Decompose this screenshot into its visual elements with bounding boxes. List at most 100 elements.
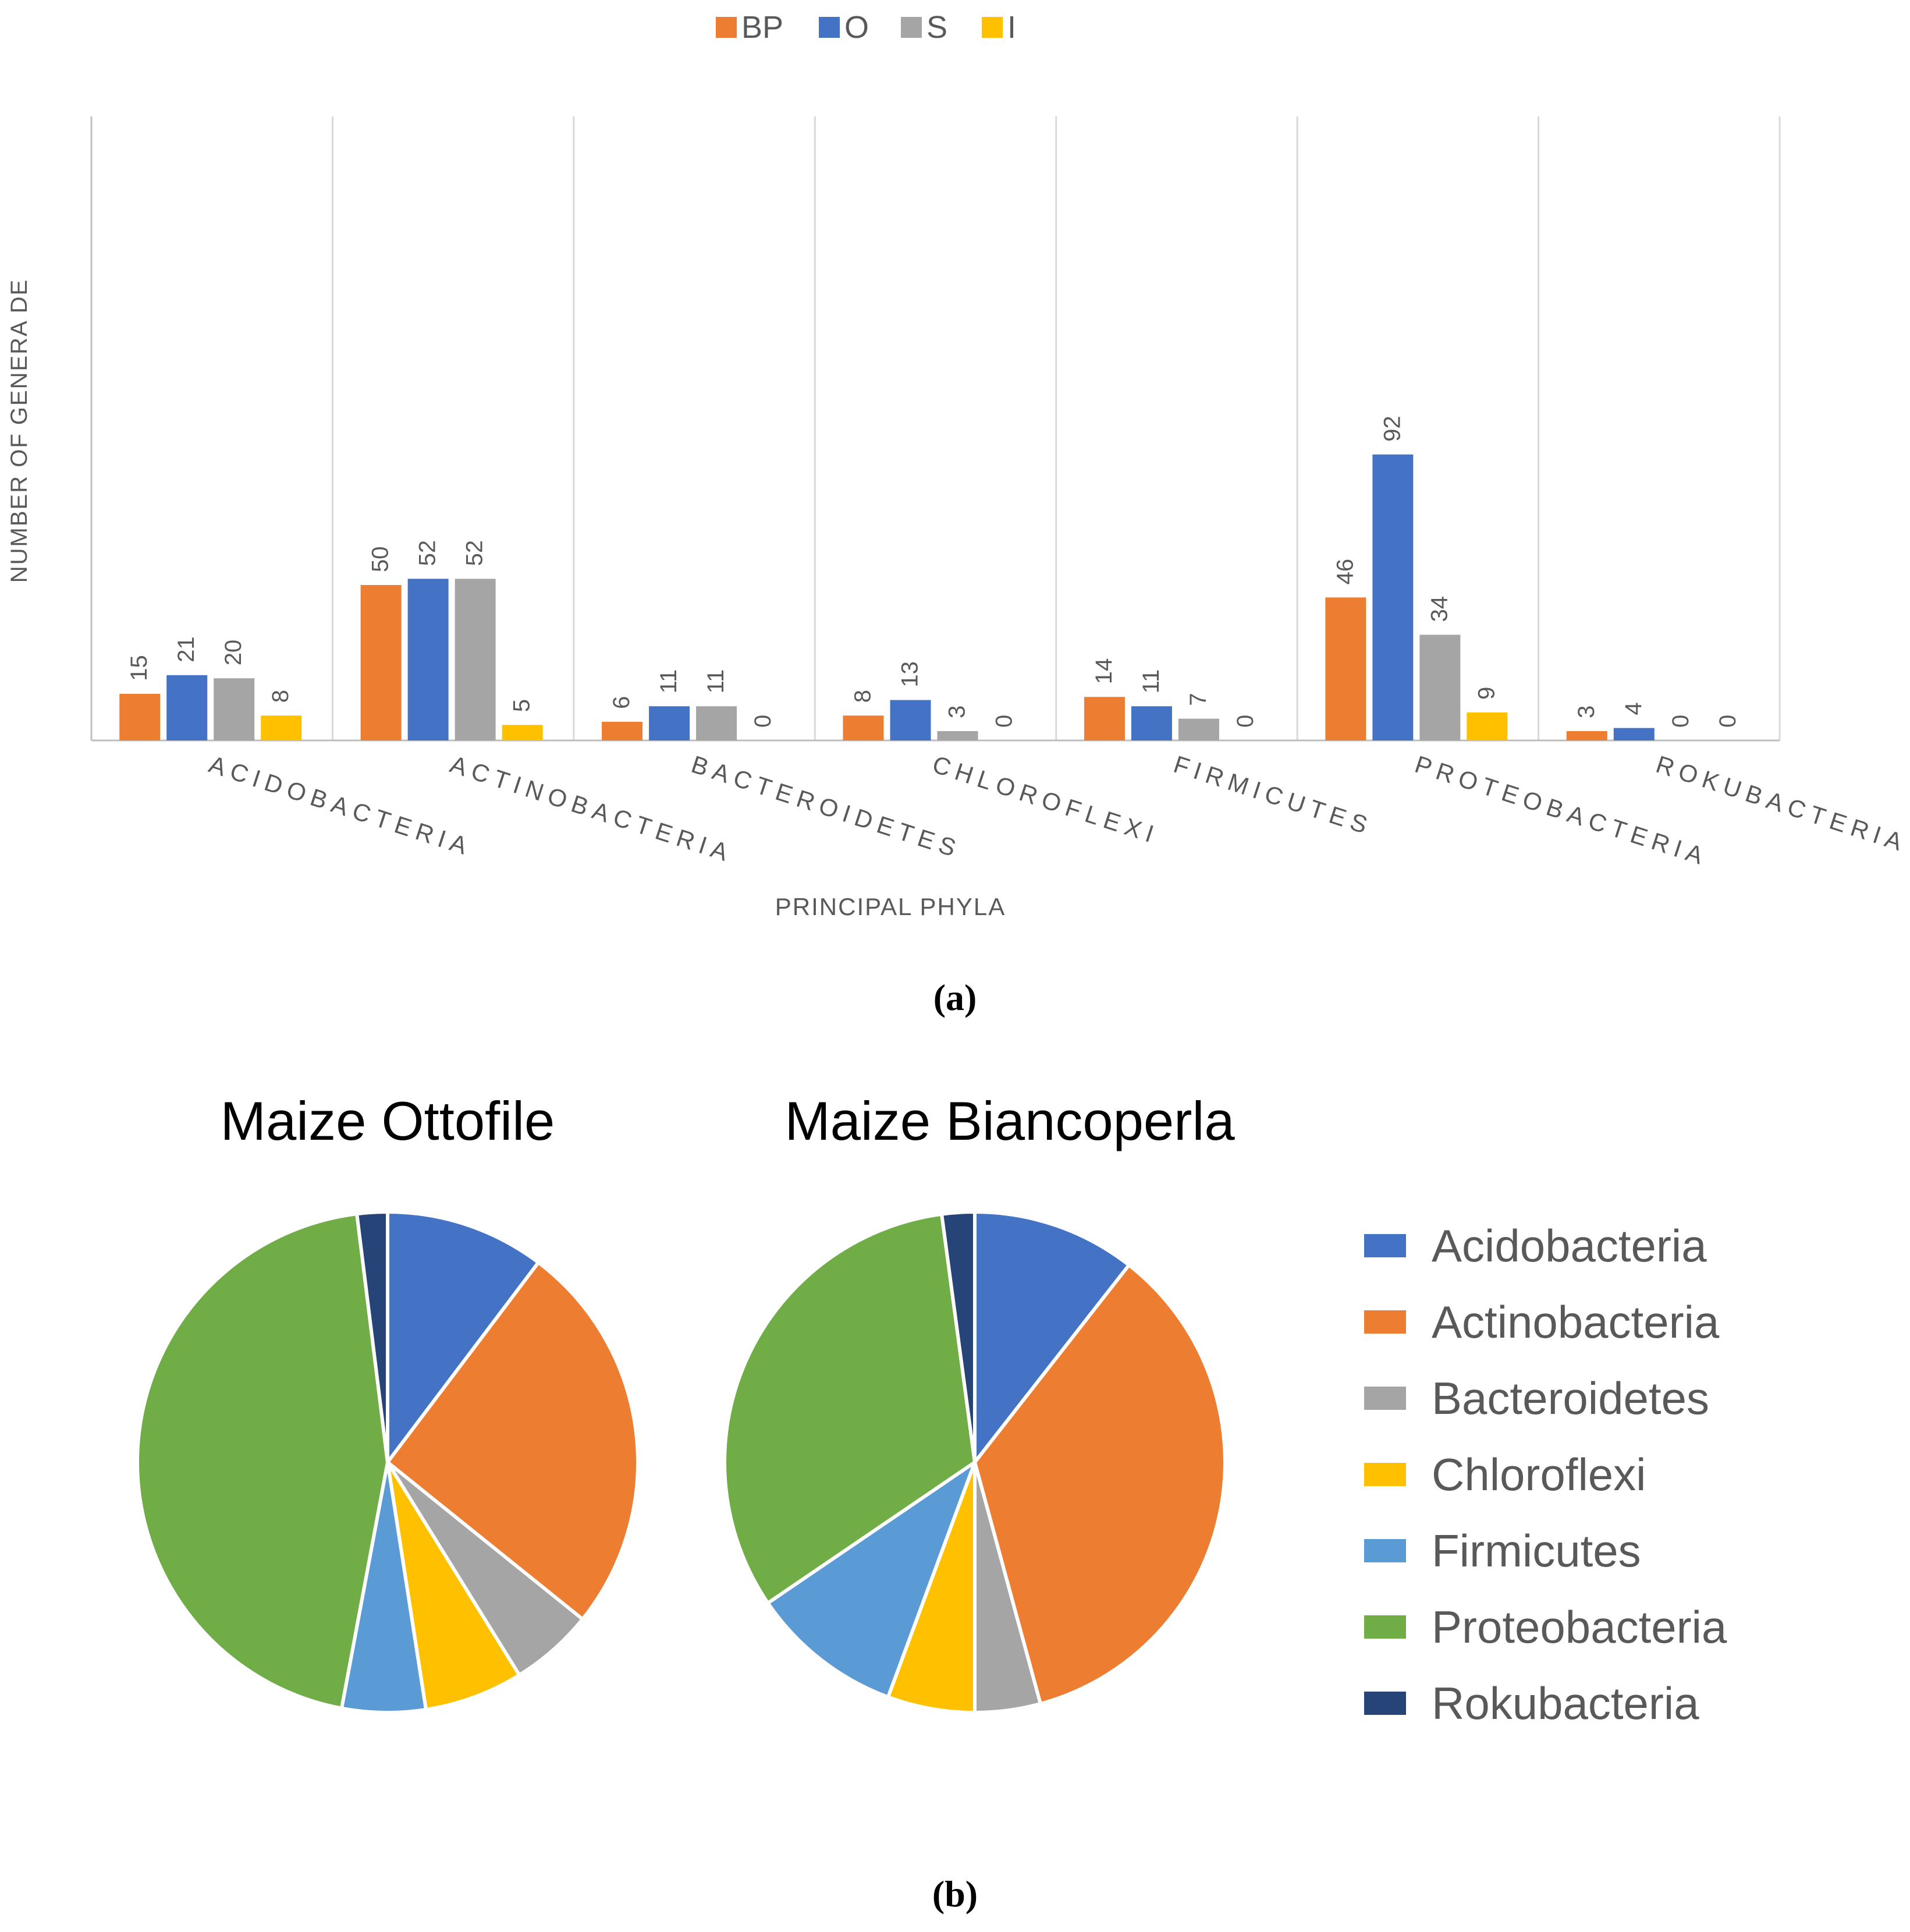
bars xyxy=(119,454,1655,740)
data-label-s-acidobacteria: 20 xyxy=(221,640,246,666)
data-label-s-bacteroidetes: 11 xyxy=(703,669,729,694)
data-label-bp-rokubacteria: 3 xyxy=(1574,706,1599,718)
bar-bp-bacteroidetes xyxy=(602,721,643,740)
pie-legend-swatch-actinobacteria xyxy=(1364,1310,1406,1334)
data-label-i-firmicutes: 0 xyxy=(1233,715,1258,728)
pie-slice-acidobacteria xyxy=(973,1210,1131,1464)
bar-o-firmicutes xyxy=(1131,706,1172,740)
data-label-bp-firmicutes: 14 xyxy=(1091,658,1117,685)
bar-o-proteobacteria xyxy=(1372,454,1414,740)
legend-swatch-s xyxy=(901,17,922,38)
data-label-bp-bacteroidetes: 6 xyxy=(609,696,634,709)
data-label-o-chloroflexi: 13 xyxy=(897,661,923,687)
bar-chart: BP O S I 15 21 20 8 50 52 52 5 6 11 11 0 8 13 3 0 14 11 7 0 46 9… xyxy=(6,10,1910,1018)
pie-slice-proteobacteria xyxy=(722,1212,977,1605)
bar-bp-actinobacteria xyxy=(360,585,402,740)
data-label-i-proteobacteria: 9 xyxy=(1474,687,1499,700)
pie-legend-swatch-rokubacteria xyxy=(1364,1692,1406,1715)
pie-slice-proteobacteria xyxy=(136,1212,389,1710)
legend-swatch-i xyxy=(982,17,1003,38)
category-label-firmicutes: FIRMICUTES xyxy=(1170,750,1376,841)
pie-legend-label-proteobacteria: Proteobacteria xyxy=(1432,1601,1727,1653)
pie-section: Maize Ottofile Maize Biancoperla Acidoba… xyxy=(136,1090,1727,1915)
pie-legend-label-actinobacteria: Actinobacteria xyxy=(1432,1296,1720,1348)
bar-s-proteobacteria xyxy=(1419,634,1461,740)
pie-title-ottofile: Maize Ottofile xyxy=(221,1090,555,1151)
bar-o-bacteroidetes xyxy=(649,706,690,740)
bar-legend: BP O S I xyxy=(716,10,1016,45)
pie-legend: Acidobacteria Actinobacteria Bacteroidetes… xyxy=(1364,1220,1727,1729)
category-label-chloroflexi: CHLOROFLEXI xyxy=(929,750,1163,849)
legend-label-i: I xyxy=(1007,10,1016,45)
data-label-s-proteobacteria: 34 xyxy=(1426,596,1452,622)
pie-legend-swatch-firmicutes xyxy=(1364,1539,1406,1562)
data-label-s-firmicutes: 7 xyxy=(1185,693,1211,706)
data-label-o-bacteroidetes: 11 xyxy=(656,669,681,694)
pie-slice-actinobacteria xyxy=(973,1263,1227,1706)
bar-gridlines xyxy=(331,116,1781,740)
bar-i-acidobacteria xyxy=(261,715,302,740)
data-label-o-rokubacteria: 4 xyxy=(1621,702,1646,715)
pie-slice-rokubacteria xyxy=(355,1210,389,1464)
data-label-bp-actinobacteria: 50 xyxy=(368,547,393,573)
pie-slice-chloroflexi xyxy=(386,1460,521,1711)
data-label-i-acidobacteria: 8 xyxy=(268,690,293,703)
panel-label-b: (b) xyxy=(932,1873,978,1915)
pie-slice-actinobacteria xyxy=(386,1260,640,1621)
data-label-bp-chloroflexi: 8 xyxy=(850,690,876,703)
pie-biancoperla xyxy=(722,1210,1227,1714)
pie-slice-acidobacteria xyxy=(386,1210,541,1464)
data-label-bp-acidobacteria: 15 xyxy=(126,655,152,681)
data-label-s-rokubacteria: 0 xyxy=(1668,715,1694,728)
bar-o-actinobacteria xyxy=(407,579,449,740)
pie-legend-label-acidobacteria: Acidobacteria xyxy=(1432,1220,1707,1271)
category-label-acidobacteria: ACIDOBACTERIA xyxy=(205,750,475,862)
bar-s-firmicutes xyxy=(1178,718,1219,740)
bar-bp-firmicutes xyxy=(1084,697,1125,740)
bar-o-chloroflexi xyxy=(890,700,931,740)
pie-legend-swatch-acidobacteria xyxy=(1364,1234,1406,1257)
pie-legend-label-chloroflexi: Chloroflexi xyxy=(1432,1449,1646,1500)
x-axis-title: PRINCIPAL PHYLA xyxy=(775,893,1006,920)
pie-legend-swatch-bacteroidetes xyxy=(1364,1387,1406,1410)
data-label-s-actinobacteria: 52 xyxy=(462,540,488,566)
bar-s-acidobacteria xyxy=(214,678,255,740)
bar-s-actinobacteria xyxy=(455,579,496,740)
bar-bp-acidobacteria xyxy=(119,693,161,740)
legend-swatch-bp xyxy=(716,17,737,38)
category-labels: ACIDOBACTERIAACTINOBACTERIABACTEROIDETES… xyxy=(205,750,1910,871)
bar-bp-rokubacteria xyxy=(1566,731,1607,740)
legend-label-o: O xyxy=(844,10,869,45)
legend-label-bp: BP xyxy=(741,10,783,45)
data-label-o-proteobacteria: 92 xyxy=(1379,416,1405,442)
bar-bp-proteobacteria xyxy=(1325,597,1366,740)
panel-label-a: (a) xyxy=(933,977,977,1018)
data-label-s-chloroflexi: 3 xyxy=(945,706,970,718)
bar-i-actinobacteria xyxy=(502,725,543,740)
pie-title-biancoperla: Maize Biancoperla xyxy=(784,1090,1235,1151)
y-axis-title: NUMBER OF GENERA DE xyxy=(6,279,32,583)
legend-label-s: S xyxy=(926,10,947,45)
bar-o-rokubacteria xyxy=(1613,728,1655,740)
bar-i-proteobacteria xyxy=(1467,712,1508,740)
data-label-i-chloroflexi: 0 xyxy=(992,715,1017,728)
data-label-i-rokubacteria: 0 xyxy=(1715,715,1741,728)
pie-legend-label-rokubacteria: Rokubacteria xyxy=(1432,1678,1699,1729)
legend-swatch-o xyxy=(819,17,840,38)
bar-o-acidobacteria xyxy=(166,675,208,740)
data-label-o-acidobacteria: 21 xyxy=(173,636,199,662)
bar-bp-chloroflexi xyxy=(843,715,884,740)
pie-slice-firmicutes xyxy=(766,1460,977,1699)
data-label-bp-proteobacteria: 46 xyxy=(1332,559,1358,585)
data-label-i-bacteroidetes: 0 xyxy=(750,715,776,728)
pie-slice-rokubacteria xyxy=(940,1210,977,1464)
data-label-o-firmicutes: 11 xyxy=(1138,669,1164,694)
pie-ottofile xyxy=(136,1210,640,1714)
bar-s-bacteroidetes xyxy=(696,706,737,740)
pie-legend-swatch-proteobacteria xyxy=(1364,1615,1406,1639)
pie-legend-swatch-chloroflexi xyxy=(1364,1463,1406,1486)
data-label-o-actinobacteria: 52 xyxy=(415,540,441,566)
data-label-i-actinobacteria: 5 xyxy=(509,699,535,712)
